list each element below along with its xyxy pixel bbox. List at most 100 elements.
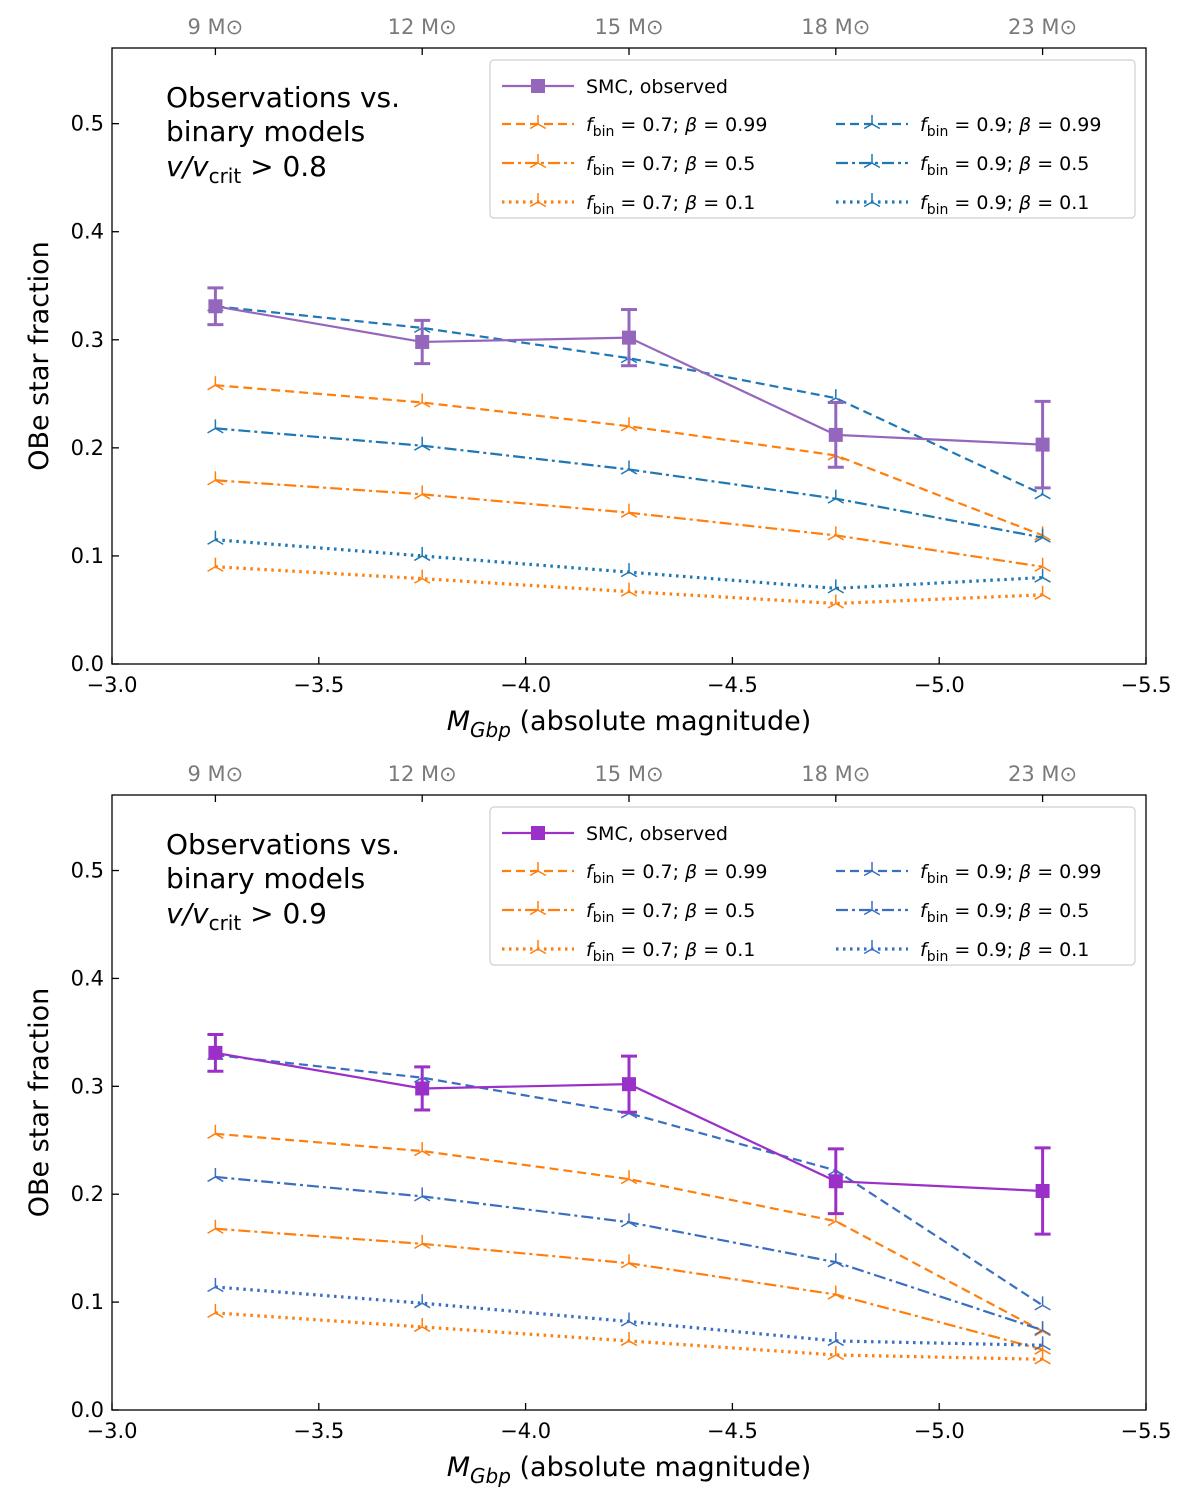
data-point-marker bbox=[413, 1326, 423, 1333]
data-point-marker bbox=[1034, 1344, 1043, 1351]
series-line bbox=[215, 479, 1043, 568]
top-tick-label: 23 M⊙ bbox=[1008, 15, 1077, 39]
data-point-marker bbox=[421, 1150, 431, 1157]
data-point-marker bbox=[835, 1293, 845, 1300]
annotation-line-1: Observations vs. bbox=[166, 828, 400, 861]
data-point-marker bbox=[620, 1320, 630, 1327]
data-point-marker bbox=[1034, 566, 1043, 572]
data-point-marker bbox=[628, 1112, 638, 1119]
annotation-line-2: binary models bbox=[166, 862, 365, 895]
legend-label: fbin = 0.7; β = 0.1 bbox=[586, 192, 755, 218]
legend-label: fbin = 0.7; β = 0.5 bbox=[586, 153, 755, 179]
data-point-marker bbox=[1042, 1348, 1051, 1355]
data-point-marker bbox=[215, 479, 224, 486]
data-point-marker bbox=[863, 162, 873, 169]
legend: SMC, observed fbin = 0.7; β = 0.99 fbin = … bbox=[489, 806, 1136, 966]
y-axis-label: OBe star fraction bbox=[24, 241, 55, 471]
data-point-marker bbox=[620, 1178, 630, 1185]
data-point-marker bbox=[835, 587, 845, 594]
top-tick-label: 15 M⊙ bbox=[594, 15, 663, 39]
x-tick-label: −5.5 bbox=[1121, 1419, 1172, 1443]
data-point-marker bbox=[1042, 1329, 1051, 1336]
data-point-marker bbox=[871, 123, 881, 130]
data-point-marker bbox=[413, 555, 423, 562]
data-point-marker bbox=[1034, 594, 1043, 600]
data-point-marker bbox=[421, 1243, 431, 1249]
x-tick-label: −5.5 bbox=[1121, 673, 1172, 697]
data-point-marker bbox=[215, 1176, 224, 1183]
data-point-marker bbox=[863, 201, 873, 208]
top-tick-label: 12 M⊙ bbox=[388, 762, 457, 786]
x-tick-label: −5.0 bbox=[914, 673, 965, 697]
data-point-marker bbox=[413, 1243, 423, 1249]
data-point-marker bbox=[207, 539, 216, 545]
data-point-marker bbox=[827, 1261, 837, 1268]
data-point-marker bbox=[207, 1228, 216, 1234]
data-point-marker bbox=[827, 1354, 837, 1361]
data-point-marker bbox=[207, 1133, 216, 1139]
data-point-marker bbox=[863, 870, 873, 877]
y-tick-label: 0.0 bbox=[71, 1398, 104, 1422]
data-point-marker bbox=[871, 201, 881, 208]
data-point-marker bbox=[537, 162, 547, 169]
data-point-marker bbox=[620, 1221, 630, 1228]
y-tick-label: 0.5 bbox=[71, 859, 104, 883]
legend-label: SMC, observed bbox=[586, 823, 728, 845]
data-point-marker bbox=[835, 602, 845, 609]
data-point-marker bbox=[1035, 1183, 1050, 1198]
data-point-marker bbox=[529, 123, 539, 130]
data-point-marker bbox=[828, 427, 843, 442]
data-point-marker bbox=[421, 1302, 431, 1309]
annotation-line-3: v/vcrit > 0.8 bbox=[166, 150, 327, 188]
x-tick-label: −3.0 bbox=[87, 673, 138, 697]
data-point-marker bbox=[413, 577, 423, 584]
data-point-marker bbox=[835, 1261, 845, 1268]
data-point-marker bbox=[827, 587, 837, 594]
data-point-marker bbox=[835, 534, 845, 541]
y-axis-label: OBe star fraction bbox=[24, 988, 55, 1218]
series-5 bbox=[207, 419, 1051, 543]
data-point-marker bbox=[215, 566, 224, 572]
data-point-marker bbox=[628, 590, 638, 597]
data-point-marker bbox=[628, 571, 638, 578]
legend-box bbox=[489, 59, 1136, 219]
data-point-marker bbox=[207, 384, 216, 391]
data-point-marker bbox=[537, 201, 547, 208]
x-tick-label: −3.5 bbox=[293, 1419, 344, 1443]
series-line bbox=[215, 427, 1043, 539]
annotation-line-2: binary models bbox=[166, 115, 365, 148]
data-point-marker bbox=[208, 1045, 223, 1060]
data-point-marker bbox=[1042, 594, 1051, 600]
data-point-marker bbox=[628, 1178, 638, 1185]
data-point-marker bbox=[215, 1312, 224, 1319]
annotation-line-3: v/vcrit > 0.9 bbox=[166, 897, 327, 935]
legend-label: fbin = 0.9; β = 0.5 bbox=[920, 153, 1089, 179]
y-tick-label: 0.5 bbox=[71, 112, 104, 136]
series-2 bbox=[207, 471, 1051, 572]
y-tick-label: 0.1 bbox=[71, 544, 104, 568]
data-point-marker bbox=[421, 1195, 431, 1202]
x-tick-label: −5.0 bbox=[914, 1419, 965, 1443]
data-point-marker bbox=[1034, 1348, 1043, 1355]
data-point-marker bbox=[1034, 576, 1043, 583]
series-3 bbox=[207, 1303, 1051, 1365]
data-point-marker bbox=[531, 826, 545, 840]
chart-panel-1: −3.0 −3.5 −4.0 −4.5 −5.0 −5.5 0.0 0.1 0.2 0.3 0.4 0… bbox=[24, 15, 1172, 742]
y-tick-label: 0.4 bbox=[71, 966, 104, 990]
x-tick-label: −4.0 bbox=[500, 673, 551, 697]
data-point-marker bbox=[871, 162, 881, 169]
series-line bbox=[215, 305, 1044, 496]
x-tick-label: −3.0 bbox=[87, 1419, 138, 1443]
top-tick-label: 9 M⊙ bbox=[188, 15, 244, 39]
data-point-marker bbox=[622, 1077, 636, 1092]
data-point-marker bbox=[835, 498, 845, 504]
data-point-marker bbox=[529, 909, 539, 916]
data-point-marker bbox=[1042, 576, 1051, 583]
data-point-marker bbox=[828, 1174, 843, 1189]
legend-label: fbin = 0.9; β = 0.1 bbox=[920, 192, 1089, 218]
data-point-marker bbox=[1034, 493, 1043, 500]
top-tick-label: 18 M⊙ bbox=[801, 762, 870, 786]
data-point-marker bbox=[415, 1081, 430, 1096]
data-point-marker bbox=[827, 1340, 837, 1347]
